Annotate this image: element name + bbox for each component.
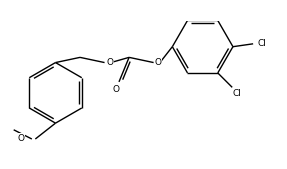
Text: O: O: [155, 58, 162, 67]
Text: O: O: [17, 134, 24, 143]
Text: Cl: Cl: [232, 89, 241, 98]
Text: Cl: Cl: [257, 39, 266, 48]
Text: O: O: [113, 86, 120, 94]
Text: O: O: [106, 58, 113, 67]
